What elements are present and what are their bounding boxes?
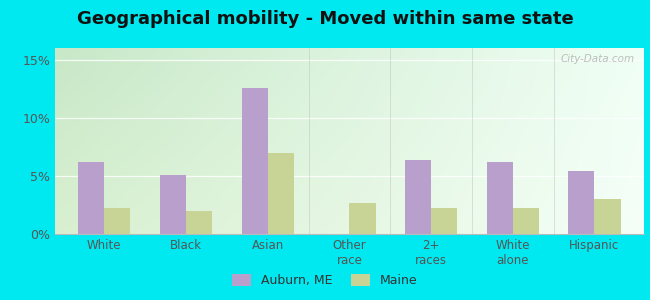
Bar: [104, 208, 131, 234]
Bar: [487, 162, 513, 234]
Bar: [350, 202, 376, 234]
Legend: Auburn, ME, Maine: Auburn, ME, Maine: [229, 270, 421, 291]
Bar: [242, 88, 268, 234]
Text: City-Data.com: City-Data.com: [560, 54, 634, 64]
Bar: [513, 208, 539, 234]
Bar: [186, 211, 212, 234]
Bar: [568, 171, 595, 234]
Bar: [405, 160, 431, 234]
Text: Geographical mobility - Moved within same state: Geographical mobility - Moved within sam…: [77, 11, 573, 28]
Bar: [268, 153, 294, 234]
Bar: [595, 199, 621, 234]
Bar: [431, 208, 457, 234]
Bar: [160, 175, 186, 234]
Bar: [78, 162, 104, 234]
